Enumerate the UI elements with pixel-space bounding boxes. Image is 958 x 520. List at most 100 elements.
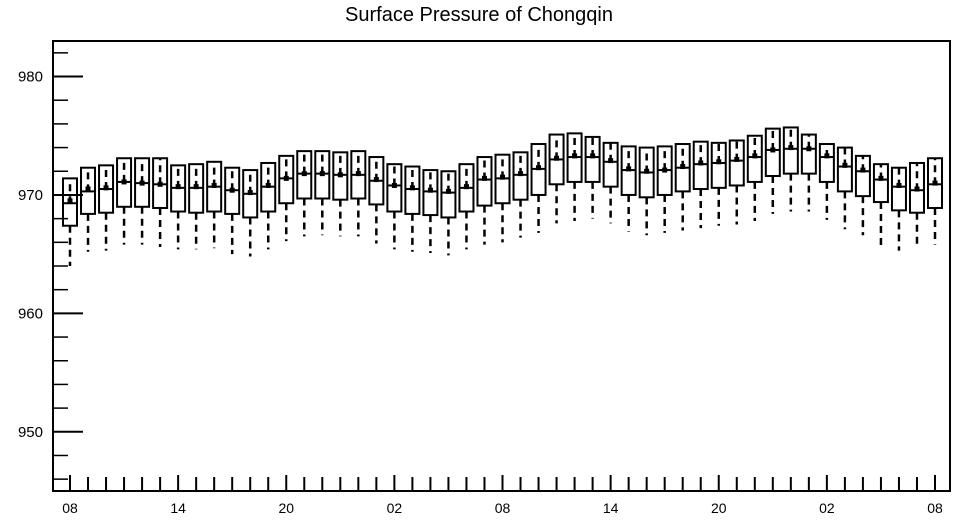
- box-mean-marker: [445, 188, 451, 194]
- box-item: [440, 170, 457, 256]
- box-item: [674, 143, 691, 231]
- y-tick-label: 950: [18, 424, 43, 441]
- box-mean-marker: [914, 186, 920, 192]
- box-item: [764, 127, 781, 214]
- box-item: [278, 154, 295, 242]
- box-mean-marker: [463, 184, 469, 190]
- box-mean-marker: [409, 185, 415, 191]
- box-item: [584, 135, 601, 219]
- x-tick-label: 08: [927, 500, 943, 516]
- box-item: [890, 166, 907, 251]
- box-mean-marker: [626, 166, 632, 172]
- box-item: [350, 150, 367, 237]
- box-mean-marker: [373, 177, 379, 183]
- box-item: [80, 166, 97, 252]
- box-mean-marker: [211, 182, 217, 188]
- box-mean-marker: [85, 186, 91, 192]
- box-item: [116, 157, 133, 245]
- box-mean-marker: [860, 167, 866, 173]
- box-item: [530, 143, 547, 233]
- box-iqr: [818, 143, 835, 183]
- box-item: [548, 133, 565, 224]
- box-iqr: [440, 170, 457, 219]
- box-mean-marker: [716, 159, 722, 165]
- box-item: [800, 133, 817, 212]
- plot-frame: [52, 40, 951, 492]
- box-iqr: [404, 165, 421, 215]
- box-item: [494, 153, 511, 243]
- box-mean-marker: [824, 153, 830, 159]
- box-item: [134, 157, 151, 245]
- box-iqr: [332, 151, 349, 201]
- box-mean-marker: [229, 187, 235, 193]
- box-mean-marker: [121, 179, 127, 185]
- x-tick-label: 08: [495, 500, 511, 516]
- box-item: [422, 169, 439, 253]
- x-tick-label: 14: [170, 500, 186, 516]
- box-iqr: [296, 150, 313, 200]
- box-item: [314, 150, 331, 236]
- box-iqr: [314, 150, 331, 200]
- box-iqr: [692, 140, 709, 191]
- box-item: [566, 132, 583, 221]
- box-item: [476, 156, 493, 245]
- box-iqr: [890, 166, 907, 212]
- box-mean-marker: [572, 153, 578, 159]
- box-mean-marker: [301, 171, 307, 177]
- box-mean-marker: [355, 171, 361, 177]
- box-mean-marker: [896, 182, 902, 188]
- box-mean-marker: [842, 162, 848, 168]
- box-iqr: [872, 163, 889, 204]
- box-item: [332, 151, 349, 237]
- box-mean-marker: [337, 172, 343, 178]
- box-item: [854, 154, 871, 236]
- box-item: [620, 145, 637, 232]
- y-tick-label: 960: [18, 305, 43, 322]
- box-item: [386, 163, 403, 250]
- box-item: [638, 146, 655, 236]
- box-mean-marker: [806, 146, 812, 152]
- box-mean-marker: [157, 181, 163, 187]
- box-item: [242, 169, 259, 257]
- box-item: [836, 146, 853, 230]
- box-item: [692, 140, 709, 229]
- box-item: [782, 126, 799, 212]
- box-mean-marker: [878, 175, 884, 181]
- box-iqr: [62, 177, 78, 227]
- box-item: [296, 150, 313, 237]
- box-mean-marker: [788, 145, 794, 151]
- axis-layer: 950 960 970 980 08 14 20 02 08 14 20 02 08: [18, 52, 943, 516]
- box-iqr: [782, 126, 799, 175]
- box-item: [98, 164, 115, 251]
- boxes-layer: [62, 126, 943, 266]
- box-iqr: [728, 139, 745, 187]
- box-item: [458, 163, 475, 250]
- box-item: [224, 166, 241, 255]
- box-mean-marker: [770, 147, 776, 153]
- box-item: [188, 163, 205, 250]
- x-tick-label: 14: [603, 500, 619, 516]
- box-iqr: [584, 135, 601, 183]
- box-mean-marker: [608, 158, 614, 164]
- box-item: [206, 160, 223, 249]
- box-item: [404, 165, 421, 252]
- box-iqr: [476, 156, 493, 207]
- box-iqr: [422, 169, 439, 217]
- box-mean-marker: [662, 167, 668, 173]
- box-iqr: [710, 141, 727, 189]
- box-item: [872, 163, 889, 248]
- x-tick-label: 20: [711, 500, 727, 516]
- box-item: [62, 177, 78, 266]
- box-mean-marker: [554, 155, 560, 161]
- y-tick-label: 980: [18, 69, 43, 86]
- box-item: [927, 157, 943, 245]
- box-mean-marker: [427, 187, 433, 193]
- box-item: [368, 156, 385, 244]
- box-mean-marker: [500, 174, 505, 180]
- box-iqr: [927, 157, 943, 209]
- box-item: [746, 134, 763, 221]
- box-iqr: [746, 134, 763, 183]
- box-mean-marker: [481, 175, 487, 181]
- box-mean-marker: [698, 160, 704, 166]
